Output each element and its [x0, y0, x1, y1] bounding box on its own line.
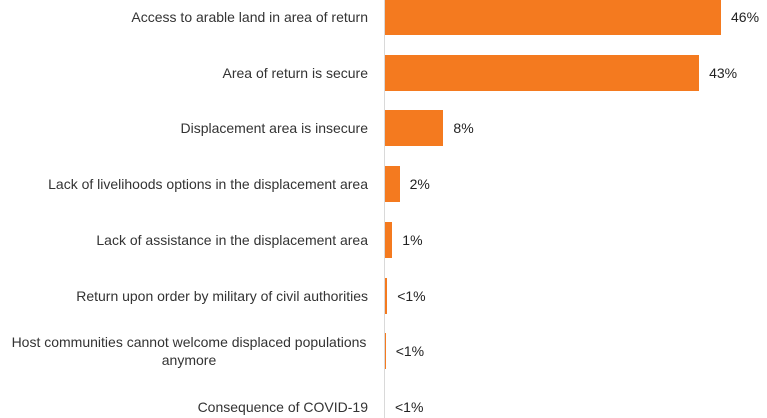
- bar: [385, 277, 388, 314]
- bar: [385, 166, 400, 203]
- category-label-text: Return upon order by military of civil a…: [76, 287, 368, 304]
- value-label: <1%: [396, 343, 424, 359]
- category-label-text: Displacement area is insecure: [180, 120, 368, 137]
- bar: [385, 54, 700, 91]
- category-label: Access to arable land in area of return: [10, 0, 368, 37]
- category-label: Return upon order by military of civil a…: [10, 276, 368, 316]
- category-label: Consequence of COVID-19: [10, 387, 368, 418]
- value-label: 2%: [410, 176, 430, 192]
- axis-line: [384, 0, 385, 418]
- category-label: Lack of livelihoods options in the displ…: [10, 164, 368, 204]
- bar: [385, 333, 386, 370]
- value-label-text: <1%: [397, 287, 426, 304]
- value-label-text: 43%: [709, 64, 738, 81]
- value-label-text: 46%: [731, 9, 760, 25]
- value-label-text: 2%: [409, 176, 430, 193]
- category-label-text: Host communities cannot welcome displace…: [11, 334, 367, 369]
- value-label: 43%: [709, 65, 737, 81]
- category-label: Area of return is secure: [10, 53, 368, 93]
- value-label-text: 8%: [453, 120, 474, 137]
- value-label: <1%: [397, 288, 425, 304]
- bar: [385, 221, 393, 258]
- category-label: Displacement area is insecure: [10, 108, 368, 148]
- value-label-text: <1%: [395, 398, 424, 415]
- category-label: Lack of assistance in the displacement a…: [10, 220, 368, 260]
- value-label-text: <1%: [395, 343, 425, 360]
- value-label: 8%: [453, 120, 473, 136]
- value-label-text: 1%: [402, 231, 423, 248]
- value-label: 46%: [731, 9, 759, 25]
- category-label: Host communities cannot welcome displace…: [10, 331, 368, 371]
- bar: [385, 110, 444, 147]
- bar: [385, 0, 721, 35]
- category-label-text: Lack of livelihoods options in the displ…: [48, 176, 368, 193]
- category-label-text: Lack of assistance in the displacement a…: [96, 231, 368, 248]
- category-label-text: Consequence of COVID-19: [197, 398, 368, 415]
- value-label: <1%: [395, 399, 423, 415]
- category-label-text: Access to arable land in area of return: [131, 9, 368, 25]
- category-label-text: Area of return is secure: [222, 64, 368, 81]
- value-label: 1%: [402, 232, 422, 248]
